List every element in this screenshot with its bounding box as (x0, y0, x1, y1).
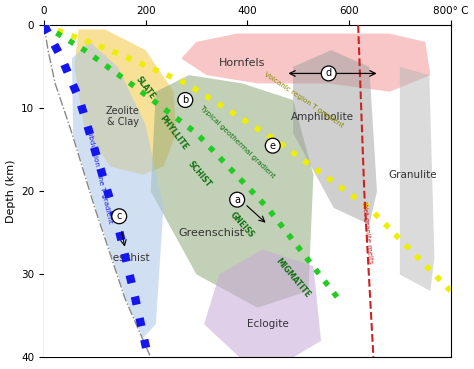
Text: SLATE: SLATE (134, 75, 157, 101)
Y-axis label: Depth (km): Depth (km) (6, 160, 16, 223)
Text: d: d (326, 68, 332, 79)
Polygon shape (400, 67, 435, 291)
Polygon shape (293, 50, 377, 225)
Polygon shape (72, 42, 164, 349)
Text: Greenschist: Greenschist (179, 228, 245, 238)
Text: b: b (182, 95, 189, 105)
Text: Blueschist: Blueschist (96, 253, 150, 263)
Text: Volcanic region T gradient: Volcanic region T gradient (263, 71, 344, 129)
Text: c: c (117, 211, 122, 221)
Text: Subduction zone T gradient: Subduction zone T gradient (85, 125, 113, 224)
Text: SCHIST: SCHIST (186, 160, 212, 190)
Text: PHYLLITE: PHYLLITE (158, 114, 190, 152)
Text: MIGMATITE: MIGMATITE (274, 257, 312, 300)
Text: Granulite: Granulite (388, 170, 437, 180)
Text: Wet granite melts: Wet granite melts (361, 201, 374, 264)
Text: Typical geothermal gradient: Typical geothermal gradient (199, 104, 275, 179)
Polygon shape (44, 25, 151, 358)
Text: Conditions
that don’t
exist on Earth: Conditions that don’t exist on Earth (73, 301, 132, 331)
Text: Zeolite
& Clay: Zeolite & Clay (106, 106, 140, 127)
Polygon shape (181, 34, 430, 92)
Polygon shape (151, 75, 313, 308)
Polygon shape (204, 249, 321, 358)
Text: GNEISS: GNEISS (228, 210, 256, 239)
Text: a: a (234, 195, 240, 205)
Text: Amphibolite: Amphibolite (291, 112, 354, 122)
Polygon shape (74, 30, 176, 175)
Text: e: e (270, 141, 276, 151)
Text: Hornfels: Hornfels (219, 58, 265, 68)
Text: Eclogite: Eclogite (247, 319, 289, 329)
